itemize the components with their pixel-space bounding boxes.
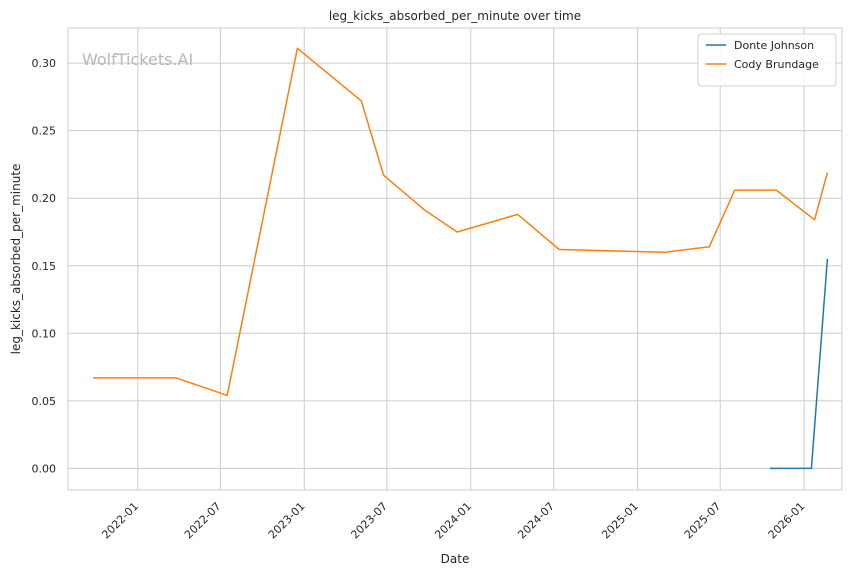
y-tick-label: 0.20 [32, 192, 57, 205]
y-tick-label: 0.30 [32, 57, 57, 70]
y-tick-label: 0.15 [32, 260, 57, 273]
y-tick-label: 0.10 [32, 327, 57, 340]
chart-title: leg_kicks_absorbed_per_minute over time [329, 9, 581, 23]
grid-lines [68, 28, 842, 490]
y-axis-label: leg_kicks_absorbed_per_minute [9, 164, 23, 355]
legend: Donte Johnson Cody Brundage [697, 33, 837, 87]
x-axis-label: Date [441, 552, 470, 566]
legend-box [697, 33, 837, 87]
legend-label: Cody Brundage [734, 58, 819, 71]
series-line-0 [769, 258, 829, 470]
y-tick-label: 0.05 [32, 395, 57, 408]
series-lines [93, 47, 829, 470]
y-tick-label: 0.25 [32, 125, 57, 138]
watermark: WolfTickets.AI [82, 50, 193, 69]
legend-label: Donte Johnson [734, 39, 814, 52]
y-tick-label: 0.00 [32, 462, 57, 475]
plot-area [67, 27, 843, 491]
series-line-1 [93, 47, 829, 397]
